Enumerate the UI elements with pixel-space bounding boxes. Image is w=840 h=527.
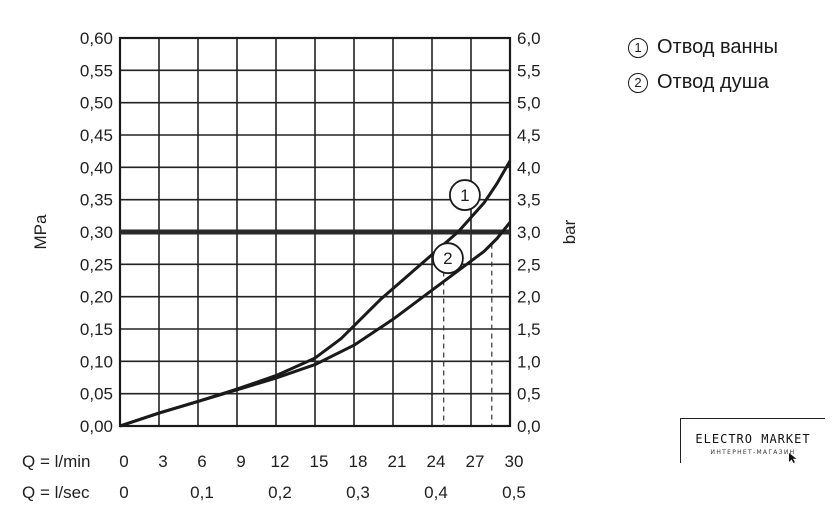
y-tick-right: 0,5 [517,385,541,404]
legend-marker-1: 1 [628,37,648,58]
x-tick-lmin: 27 [466,452,485,471]
y-tick-right: 2,0 [517,288,541,307]
x-tick-lmin: 0 [119,452,128,471]
x-tick-lsec: 0,1 [190,483,214,502]
logo-main-text: ELECTRO MARKET [695,432,811,446]
y-tick-left: 0,60 [80,29,113,48]
x-axis-lmin-ticks: 0 3 6 9 12 15 18 21 24 27 30 [119,452,523,471]
x-tick-lmin: 15 [310,452,329,471]
y-tick-left: 0,30 [80,223,113,242]
y-tick-left: 0,35 [80,191,113,210]
cursor-icon [789,453,797,463]
y-tick-left: 0,50 [80,94,113,113]
curve-marker-circle-2 [431,242,464,275]
curve-2 [119,221,512,428]
logo-frame [680,418,825,463]
y-tick-left: 0,10 [80,352,113,371]
y-tick-left: 0,00 [80,417,113,436]
curves [119,160,512,428]
x-tick-lmin: 3 [158,452,167,471]
curve-marker-circle-1 [448,179,481,211]
x-tick-lsec: 0,2 [268,483,292,502]
legend-item-1: 1 Отвод ванны [628,30,778,65]
curve-marker-label-2: 2 [443,249,452,268]
x-tick-lmin: 24 [427,452,446,471]
x-tick-lsec: 0,5 [502,483,526,502]
x-axis-lsec-ticks: 0 0,1 0,2 0,3 0,4 0,5 [119,483,526,502]
y-tick-right: 5,5 [517,61,541,80]
y-tick-left: 0,05 [80,385,113,404]
y-tick-right: 3,5 [517,191,541,210]
x-axis-lmin-title: Q = l/min [22,452,91,471]
y-tick-right: 1,0 [517,352,541,371]
y-tick-left: 0,25 [80,255,113,274]
x-tick-lsec: 0,4 [424,483,448,502]
y-tick-right: 6,0 [517,29,541,48]
x-tick-lsec: 0,3 [346,483,370,502]
x-axis-lsec-title: Q = l/sec [22,483,90,502]
y-axis-right-ticks: 0,0 0,5 1,0 1,5 2,0 2,5 3,0 3,5 4,0 4,5 5,0 5,5 6,0 [517,29,541,436]
legend-item-2: 2 Отвод душа [628,65,778,100]
x-tick-lmin: 30 [505,452,524,471]
y-tick-left: 0,45 [80,126,113,145]
curve-marker-label-1: 1 [460,186,469,205]
y-tick-left: 0,40 [80,158,113,177]
y-tick-right: 3,0 [517,223,541,242]
y-tick-right: 1,5 [517,320,541,339]
y-tick-right: 4,0 [517,158,541,177]
x-tick-lmin: 9 [236,452,245,471]
y-tick-left: 0,55 [80,61,113,80]
electro-market-logo: ELECTRO MARKET ИНТЕРНЕТ-МАГАЗИН [680,418,826,466]
legend-label-2: Отвод душа [657,71,769,93]
logo-sub-text: ИНТЕРНЕТ-МАГАЗИН [710,449,796,456]
x-tick-lmin: 6 [197,452,206,471]
drop-lines [443,243,493,426]
y-axis-left-title: MPa [31,214,50,250]
y-tick-right: 2,5 [517,255,541,274]
y-tick-right: 5,0 [517,94,541,113]
legend-label-1: Отвод ванны [657,36,779,58]
y-tick-left: 0,20 [80,288,113,307]
x-tick-lsec: 0 [119,483,128,502]
legend-marker-2: 2 [628,72,648,93]
y-tick-left: 0,15 [80,320,113,339]
x-tick-lmin: 18 [349,452,368,471]
y-tick-right: 0,0 [517,417,541,436]
legend: 1 Отвод ванны 2 Отвод душа [628,30,778,100]
x-tick-lmin: 21 [388,452,407,471]
curve-markers: 12 [431,179,481,275]
y-axis-left-ticks: 0,00 0,05 0,10 0,15 0,20 0,25 0,30 0,35 0,40 0,45… [80,29,113,436]
x-tick-lmin: 12 [271,452,290,471]
y-axis-right-title: bar [560,219,579,244]
y-tick-right: 4,5 [517,126,541,145]
